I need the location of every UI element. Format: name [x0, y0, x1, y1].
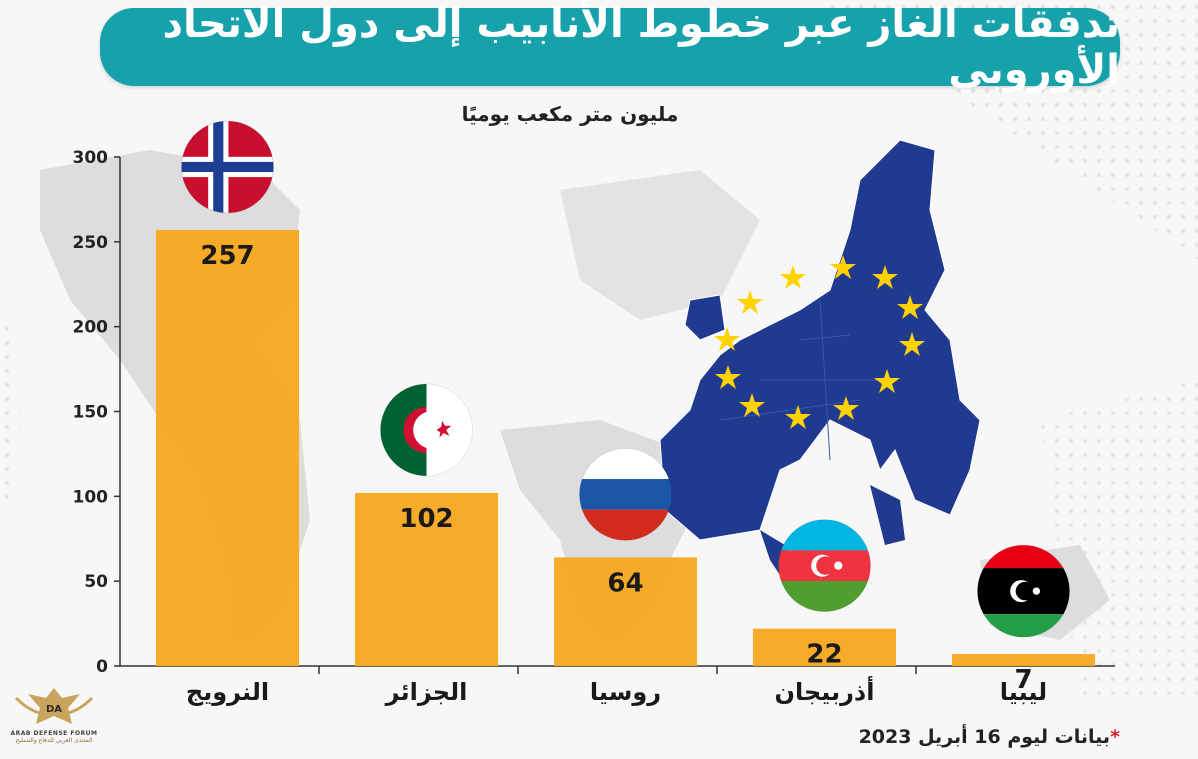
flag-ring: [977, 544, 1070, 638]
bar-5: [952, 654, 1095, 666]
eu-star: [785, 405, 811, 429]
continent-asia: [560, 170, 760, 320]
flag-ring: [778, 519, 871, 613]
footnote-star: *: [1110, 726, 1120, 748]
footnote-text: بيانات ليوم 16 أبريل 2023: [858, 726, 1111, 748]
y-tick-label: 0: [96, 657, 108, 677]
y-tick-label: 250: [73, 233, 109, 253]
bars-layer: [156, 229, 1095, 666]
eu-map: [659, 139, 981, 590]
logo-subtitle: المنتدى العربي للدفاع والتسليح: [15, 737, 93, 744]
flag-ring: [579, 447, 672, 541]
eu-star: [739, 393, 765, 417]
bar-value-label: 102: [399, 504, 453, 534]
logo-emblem-icon: DA: [14, 688, 94, 724]
flag-ring: [380, 383, 473, 477]
y-tick-label: 100: [73, 487, 109, 507]
footnote: *بيانات ليوم 16 أبريل 2023: [840, 726, 1120, 748]
y-tick-label: 150: [73, 403, 109, 423]
eu-star: [830, 255, 856, 279]
eu-star: [872, 265, 898, 289]
arab-defense-forum-logo: DA ARAB DEFENSE FORUM المنتدى العربي للد…: [8, 684, 100, 756]
y-axis-unit-label: مليون متر مكعب يوميًا: [461, 102, 679, 126]
bar-3: [554, 557, 697, 666]
bar-value-label: 257: [200, 241, 254, 271]
y-tick-label: 300: [73, 148, 109, 168]
bar-2: [355, 492, 498, 666]
eu-star: [714, 327, 740, 351]
bar-1: [156, 229, 299, 666]
category-label: روسيا: [590, 678, 661, 706]
y-tick-label: 200: [73, 318, 109, 338]
bar-value-label: 7: [1014, 665, 1032, 695]
eu-star: [737, 290, 763, 314]
title-bar: تدفقات الغاز عبر خطوط الأنابيب إلى دول ا…: [100, 1, 1120, 93]
category-label: ليبيا: [1000, 678, 1047, 706]
category-label: النرويج: [186, 678, 269, 706]
y-tick-label: 50: [84, 572, 108, 592]
eu-star: [897, 295, 923, 319]
bar-value-label: 64: [607, 568, 643, 598]
eu-star: [899, 332, 925, 356]
eu-star: [715, 365, 741, 389]
category-label: أذربيجان: [775, 676, 875, 706]
labels-layer: 257 النرويج 102 الجزائر 64 روسيا 22 أذربيجان 7لي…: [186, 241, 1047, 706]
eu-stars: [714, 255, 925, 429]
bar-4: [753, 628, 896, 666]
bar-value-label: 22: [806, 640, 842, 670]
category-label: الجزائر: [385, 678, 468, 706]
eu-star: [780, 265, 806, 289]
eu-star: [833, 396, 859, 420]
chart-title: تدفقات الغاز عبر خطوط الأنابيب إلى دول ا…: [162, 1, 1120, 93]
flag-ring: [181, 120, 274, 214]
norway-flag-icon: [181, 120, 274, 213]
logo-name: ARAB DEFENSE FORUM: [10, 730, 98, 737]
eu-star: [874, 369, 900, 393]
logo-monogram: DA: [46, 704, 62, 715]
